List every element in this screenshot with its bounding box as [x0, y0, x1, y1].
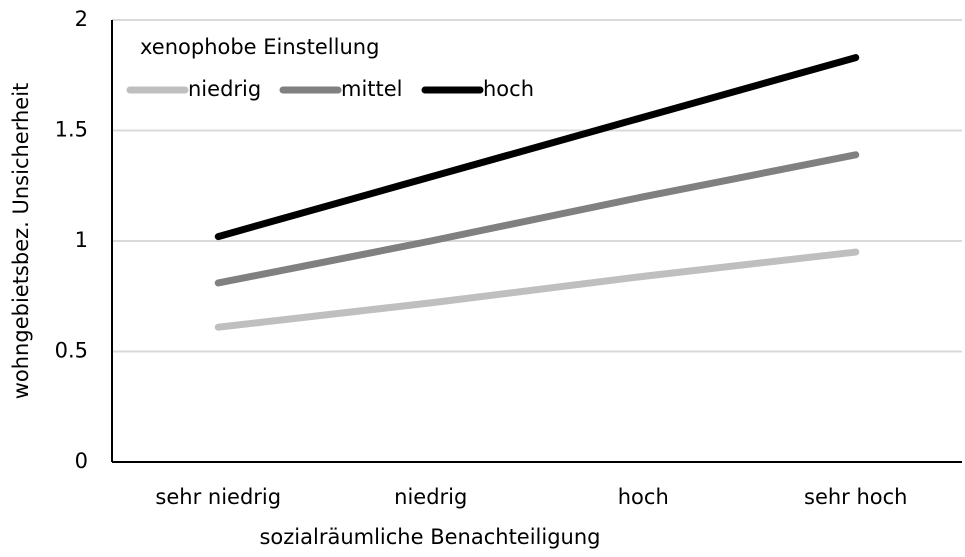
- series-line: [214, 248, 860, 331]
- y-axis-label: wohngebietsbez. Unsicherheit: [9, 83, 33, 400]
- x-tick-label: sehr niedrig: [155, 485, 281, 509]
- y-tick-label: 0: [75, 449, 88, 473]
- series-line: [214, 151, 860, 287]
- x-tick-label: niedrig: [394, 485, 467, 509]
- y-tick-label: 0.5: [55, 339, 88, 363]
- x-axis-label: sozialräumliche Benachteiligung: [259, 525, 600, 549]
- legend-label: mittel: [341, 77, 403, 101]
- series-line: [214, 54, 860, 241]
- y-tick-label: 1: [75, 228, 88, 252]
- x-tick-label: hoch: [618, 485, 669, 509]
- legend-title: xenophobe Einstellung: [140, 35, 379, 59]
- y-tick-label: 1.5: [55, 118, 88, 142]
- legend-label: hoch: [483, 77, 534, 101]
- y-tick-label: 2: [75, 7, 88, 31]
- legend-label: niedrig: [188, 77, 261, 101]
- x-tick-label: sehr hoch: [804, 485, 908, 509]
